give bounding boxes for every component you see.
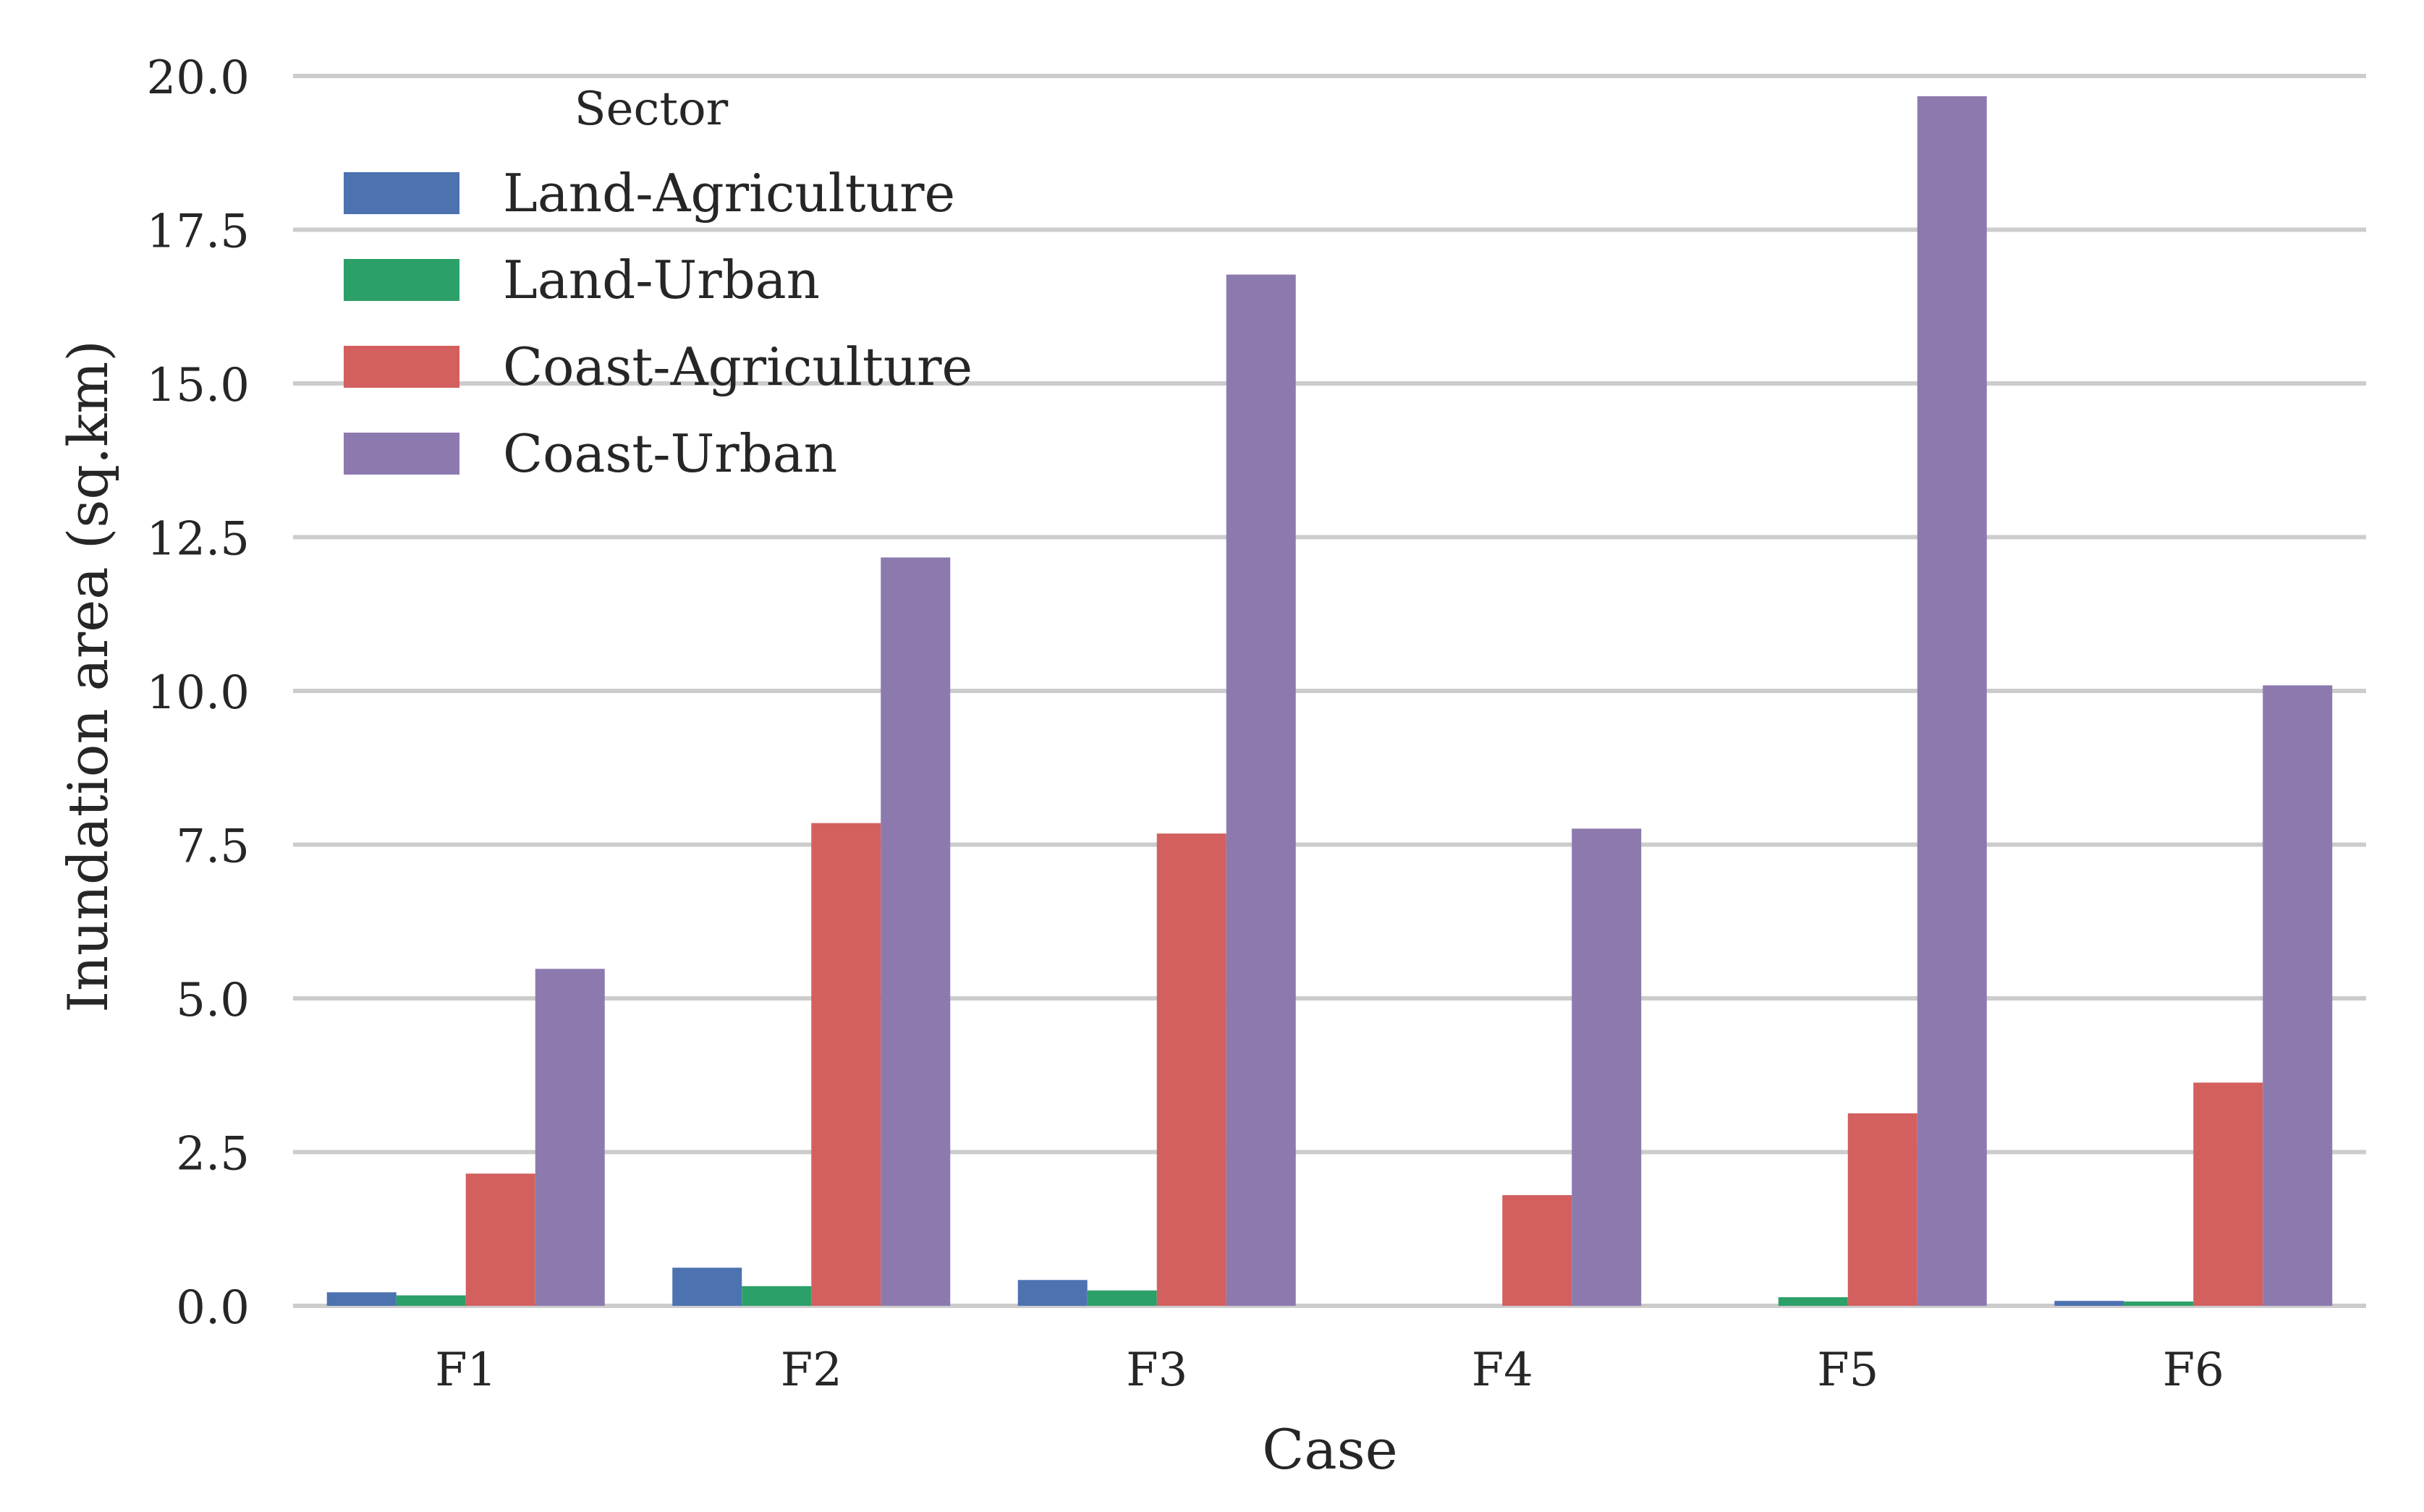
y-tick-label: 17.5 bbox=[147, 205, 250, 259]
legend-label: Coast-Agriculture bbox=[503, 336, 972, 397]
y-tick-label: 12.5 bbox=[147, 513, 250, 566]
y-tick-label: 2.5 bbox=[176, 1128, 250, 1181]
bar-f2-land-agriculture bbox=[672, 1267, 742, 1306]
y-tick-label: 20.0 bbox=[147, 51, 250, 105]
x-tick-label: F1 bbox=[435, 1343, 496, 1397]
bar-f3-land-urban bbox=[1087, 1290, 1157, 1306]
legend-title: Sector bbox=[575, 82, 729, 136]
legend-swatch-coast-agriculture bbox=[344, 346, 459, 388]
legend: Sector Land-Agriculture Land-Urban Coast-A… bbox=[344, 82, 972, 484]
bar-f2-coast-agriculture bbox=[811, 823, 881, 1306]
x-tick-label: F2 bbox=[781, 1343, 842, 1397]
legend-swatch-land-agriculture bbox=[344, 172, 459, 214]
bar-f1-land-urban bbox=[396, 1295, 466, 1306]
bar-f6-land-urban bbox=[2124, 1301, 2194, 1306]
bar-f3-land-agriculture bbox=[1017, 1280, 1088, 1306]
bar-f5-coast-urban bbox=[1917, 96, 1987, 1306]
legend-swatch-coast-urban bbox=[344, 433, 459, 475]
bar-f2-land-urban bbox=[742, 1286, 812, 1306]
bar-f6-coast-urban bbox=[2263, 685, 2333, 1306]
y-axis-ticks: 0.0 2.5 5.0 7.5 10.0 12.5 15.0 17.5 20.0 bbox=[147, 51, 250, 1335]
bar-f4-coast-agriculture bbox=[1502, 1195, 1572, 1306]
y-tick-label: 15.0 bbox=[147, 359, 250, 412]
bar-f4-coast-urban bbox=[1572, 828, 1642, 1306]
y-tick-label: 7.5 bbox=[176, 820, 250, 874]
legend-label: Coast-Urban bbox=[503, 423, 837, 484]
y-tick-label: 0.0 bbox=[176, 1281, 250, 1335]
y-axis-title: Inundation area (sq.km) bbox=[56, 340, 120, 1013]
x-tick-label: F4 bbox=[1472, 1343, 1533, 1397]
legend-label: Land-Urban bbox=[503, 250, 820, 310]
bar-f6-land-agriculture bbox=[2054, 1301, 2124, 1306]
x-tick-label: F3 bbox=[1126, 1343, 1187, 1397]
bar-f2-coast-urban bbox=[881, 557, 951, 1306]
y-tick-label: 5.0 bbox=[176, 974, 250, 1027]
y-tick-label: 10.0 bbox=[147, 666, 250, 720]
bar-f5-coast-agriculture bbox=[1847, 1113, 1917, 1306]
x-axis-title: Case bbox=[1262, 1417, 1397, 1482]
x-axis-ticks: F1 F2 F3 F4 F5 F6 bbox=[435, 1343, 2224, 1397]
x-tick-label: F6 bbox=[2163, 1343, 2224, 1397]
bar-f3-coast-agriculture bbox=[1156, 833, 1226, 1306]
bar-f3-coast-urban bbox=[1226, 274, 1296, 1306]
bar-f1-coast-agriculture bbox=[465, 1173, 535, 1306]
bar-f5-land-urban bbox=[1778, 1297, 1848, 1306]
bar-f1-coast-urban bbox=[535, 969, 605, 1306]
x-tick-label: F5 bbox=[1817, 1343, 1878, 1397]
bars bbox=[326, 96, 2333, 1306]
bar-f1-land-agriculture bbox=[326, 1292, 397, 1306]
gridlines bbox=[293, 74, 2366, 1308]
legend-label: Land-Agriculture bbox=[503, 163, 955, 224]
bar-f6-coast-agriculture bbox=[2193, 1082, 2263, 1306]
legend-swatch-land-urban bbox=[344, 259, 459, 301]
